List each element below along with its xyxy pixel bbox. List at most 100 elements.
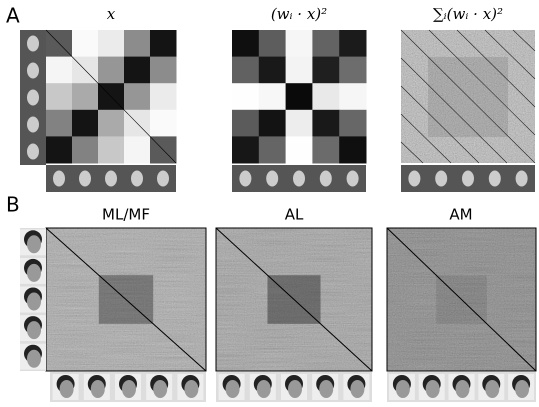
matrix-cell [98,56,125,84]
face [395,380,410,398]
matrix-cell [312,30,340,58]
diagonal [512,29,536,52]
diagonal [400,141,424,164]
matrix-cell [46,136,73,164]
face [408,170,421,187]
matrix-cell [258,109,287,137]
diagonal [456,29,536,108]
face [184,380,199,398]
matrix-cell [312,83,340,111]
matrix-cell [98,136,125,164]
matrix-cell [232,83,260,111]
matrix-title: AM [449,206,472,224]
face [105,170,117,187]
face [27,89,39,106]
matrix-cell [232,109,260,137]
matrix-cell [72,109,99,137]
diagonal [400,57,508,164]
diagonal [484,29,536,80]
matrix-cell [124,83,151,111]
matrix-cell [258,56,287,84]
matrix-cell [312,136,340,164]
face [425,380,440,398]
face [346,170,359,187]
matrix-cell [232,30,260,58]
face [225,380,240,398]
matrix-cell [124,136,151,164]
matrix-title: AL [285,206,304,224]
diagonal [400,29,536,164]
matrix-cell [285,109,313,137]
face [239,170,252,187]
matrix-title: ML/MF [102,206,150,224]
matrix-cell [339,83,367,111]
face [59,380,74,398]
matrix-cell [258,30,287,58]
matrix-cell [258,136,287,164]
matrix-title: ∑ᵢ(wᵢ · x)² [433,5,503,23]
matrix-frame [215,227,373,372]
diagonal [45,227,207,372]
diagonal [45,29,177,164]
matrix-cell [124,56,151,84]
face [27,292,41,311]
face [90,380,105,398]
matrix-cell [285,136,313,164]
face [27,321,41,340]
diagonal [428,29,536,136]
matrix-cell [72,83,99,111]
face [131,170,143,187]
face [515,170,528,187]
matrix-cell [232,56,260,84]
matrix-cell [312,56,340,84]
matrix-cell [124,30,151,58]
face [27,143,39,160]
face [485,380,500,398]
matrix-cell [98,30,125,58]
face [79,170,91,187]
matrix-cell [72,136,99,164]
panel-label: A [6,4,20,28]
matrix-cell [232,136,260,164]
panel-label: B [6,193,20,217]
matrix-cell [150,30,177,58]
face [27,263,41,282]
face [266,170,279,187]
diagonal [215,227,373,372]
face [455,380,470,398]
matrix-cell [150,56,177,84]
diagonal [400,85,480,164]
face [153,380,168,398]
matrix-cell [46,83,73,111]
diagonal [400,113,452,164]
face [288,380,302,398]
matrix-cell [150,83,177,111]
face [462,170,474,187]
face [319,380,334,398]
face [122,380,136,398]
matrix-cell [285,56,313,84]
face [515,380,530,398]
matrix-cell [46,56,73,84]
matrix-cell [98,109,125,137]
face [157,170,169,187]
matrix-title: (wᵢ · x)² [271,5,327,23]
matrix-cell [312,109,340,137]
face [27,235,41,254]
face [435,170,448,187]
face [319,170,332,187]
face [350,380,365,398]
matrix-cell [72,30,99,58]
matrix-cell [285,30,313,58]
matrix-cell [285,83,313,111]
face [293,170,305,187]
face [488,170,501,187]
diagonal [386,227,537,372]
face [27,35,39,52]
matrix-cell [258,83,287,111]
matrix-cell [339,109,367,137]
matrix-cell [46,109,73,137]
face [27,116,39,133]
matrix-title: x [107,5,116,23]
